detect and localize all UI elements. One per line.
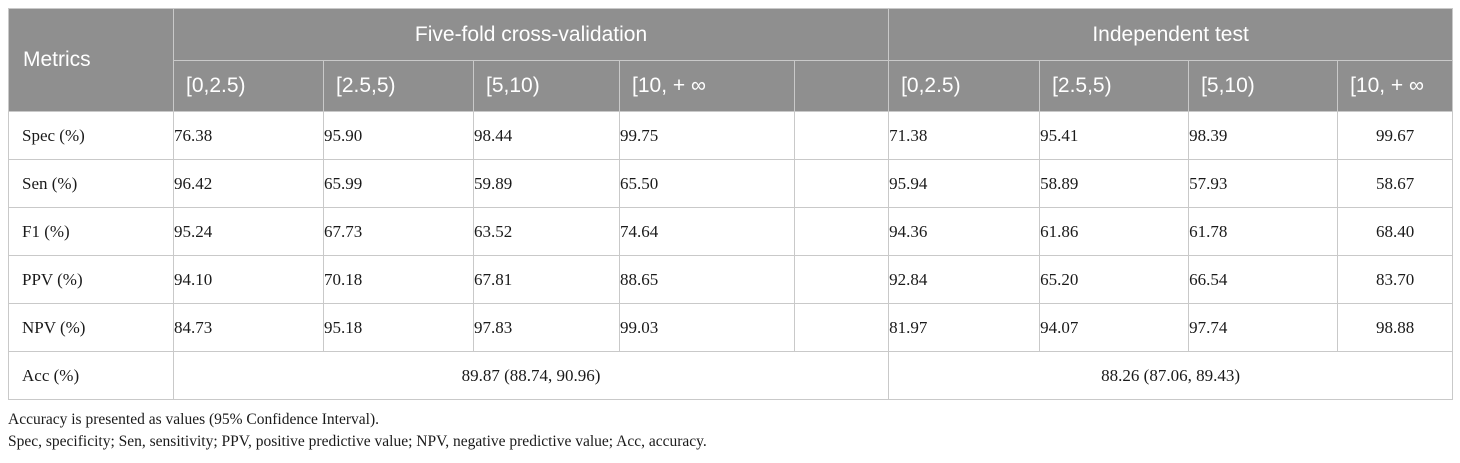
row-label: F1 (%) bbox=[8, 207, 174, 256]
cv-value: 88.65 bbox=[619, 255, 795, 304]
table-row-accuracy: Acc (%) 89.87 (88.74, 90.96) 88.26 (87.0… bbox=[8, 351, 1454, 400]
cv-value: 99.03 bbox=[619, 303, 795, 352]
row-spacer bbox=[793, 111, 890, 160]
cv-value: 98.44 bbox=[473, 111, 620, 160]
test-value: 61.78 bbox=[1188, 207, 1339, 256]
test-value: 65.20 bbox=[1039, 255, 1190, 304]
footnote: Spec, specificity; Sen, sensitivity; PPV… bbox=[8, 433, 707, 450]
test-value: 98.88 bbox=[1337, 303, 1454, 352]
cv-value: 70.18 bbox=[323, 255, 474, 304]
cv-value: 65.99 bbox=[323, 159, 474, 208]
test-value: 58.67 bbox=[1337, 159, 1454, 208]
cv-value: 95.90 bbox=[323, 111, 474, 160]
test-value: 81.97 bbox=[888, 303, 1041, 352]
row-spacer bbox=[793, 159, 890, 208]
row-spacer bbox=[793, 207, 890, 256]
cv-value: 74.64 bbox=[619, 207, 795, 256]
cv-value: 97.83 bbox=[473, 303, 620, 352]
cv-value: 95.24 bbox=[173, 207, 324, 256]
interval-header-cv: [10, + ∞ bbox=[619, 60, 795, 112]
interval-header-test: [0,2.5) bbox=[888, 60, 1041, 112]
test-value: 71.38 bbox=[888, 111, 1041, 160]
test-value: 58.89 bbox=[1039, 159, 1190, 208]
test-value: 57.93 bbox=[1188, 159, 1339, 208]
test-value: 68.40 bbox=[1337, 207, 1454, 256]
test-value: 95.94 bbox=[888, 159, 1041, 208]
test-value: 94.07 bbox=[1039, 303, 1190, 352]
interval-header-test: [5,10) bbox=[1188, 60, 1339, 112]
interval-header-cv: [5,10) bbox=[473, 60, 620, 112]
interval-header-cv: [0,2.5) bbox=[173, 60, 324, 112]
row-spacer bbox=[793, 255, 890, 304]
cv-value: 99.75 bbox=[619, 111, 795, 160]
test-value: 83.70 bbox=[1337, 255, 1454, 304]
cv-value: 67.73 bbox=[323, 207, 474, 256]
interval-header-cv: [2.5,5) bbox=[323, 60, 474, 112]
cv-value: 65.50 bbox=[619, 159, 795, 208]
row-label: Acc (%) bbox=[8, 351, 174, 400]
table-row: PPV (%) 94.10 70.18 67.81 88.65 92.84 65… bbox=[8, 255, 1454, 304]
interval-header-test: [2.5,5) bbox=[1039, 60, 1190, 112]
table-row: Sen (%) 96.42 65.99 59.89 65.50 95.94 58… bbox=[8, 159, 1454, 208]
row-label: NPV (%) bbox=[8, 303, 174, 352]
metrics-header: Metrics bbox=[8, 8, 174, 112]
cv-value: 84.73 bbox=[173, 303, 324, 352]
test-value: 95.41 bbox=[1039, 111, 1190, 160]
metrics-table: Metrics Five-fold cross-validation Indep… bbox=[8, 8, 1454, 400]
test-value: 94.36 bbox=[888, 207, 1041, 256]
table-row: Spec (%) 76.38 95.90 98.44 99.75 71.38 9… bbox=[8, 111, 1454, 160]
cv-value: 96.42 bbox=[173, 159, 324, 208]
table-footnotes: Accuracy is presented as values (95% Con… bbox=[8, 409, 1452, 453]
row-label: PPV (%) bbox=[8, 255, 174, 304]
cv-value: 67.81 bbox=[473, 255, 620, 304]
test-value: 66.54 bbox=[1188, 255, 1339, 304]
acc-test-value: 88.26 (87.06, 89.43) bbox=[888, 351, 1454, 400]
cv-value: 95.18 bbox=[323, 303, 474, 352]
cv-value: 94.10 bbox=[173, 255, 324, 304]
footnote: Accuracy is presented as values (95% Con… bbox=[8, 411, 379, 428]
cv-value: 76.38 bbox=[173, 111, 324, 160]
cv-value: 59.89 bbox=[473, 159, 620, 208]
row-label: Spec (%) bbox=[8, 111, 174, 160]
table-row: F1 (%) 95.24 67.73 63.52 74.64 94.36 61.… bbox=[8, 207, 1454, 256]
group-header-independent-test: Independent test bbox=[888, 8, 1454, 61]
table-figure: Metrics Five-fold cross-validation Indep… bbox=[8, 8, 1454, 453]
test-value: 98.39 bbox=[1188, 111, 1339, 160]
test-value: 99.67 bbox=[1337, 111, 1454, 160]
test-value: 61.86 bbox=[1039, 207, 1190, 256]
acc-cv-value: 89.87 (88.74, 90.96) bbox=[172, 351, 890, 400]
group-header-cross-validation: Five-fold cross-validation bbox=[172, 8, 890, 61]
table-row: NPV (%) 84.73 95.18 97.83 99.03 81.97 94… bbox=[8, 303, 1454, 352]
test-value: 92.84 bbox=[888, 255, 1041, 304]
test-value: 97.74 bbox=[1188, 303, 1339, 352]
interval-header-test: [10, + ∞ bbox=[1337, 60, 1454, 112]
row-label: Sen (%) bbox=[8, 159, 174, 208]
header-spacer bbox=[793, 60, 890, 112]
row-spacer bbox=[793, 303, 890, 352]
cv-value: 63.52 bbox=[473, 207, 620, 256]
